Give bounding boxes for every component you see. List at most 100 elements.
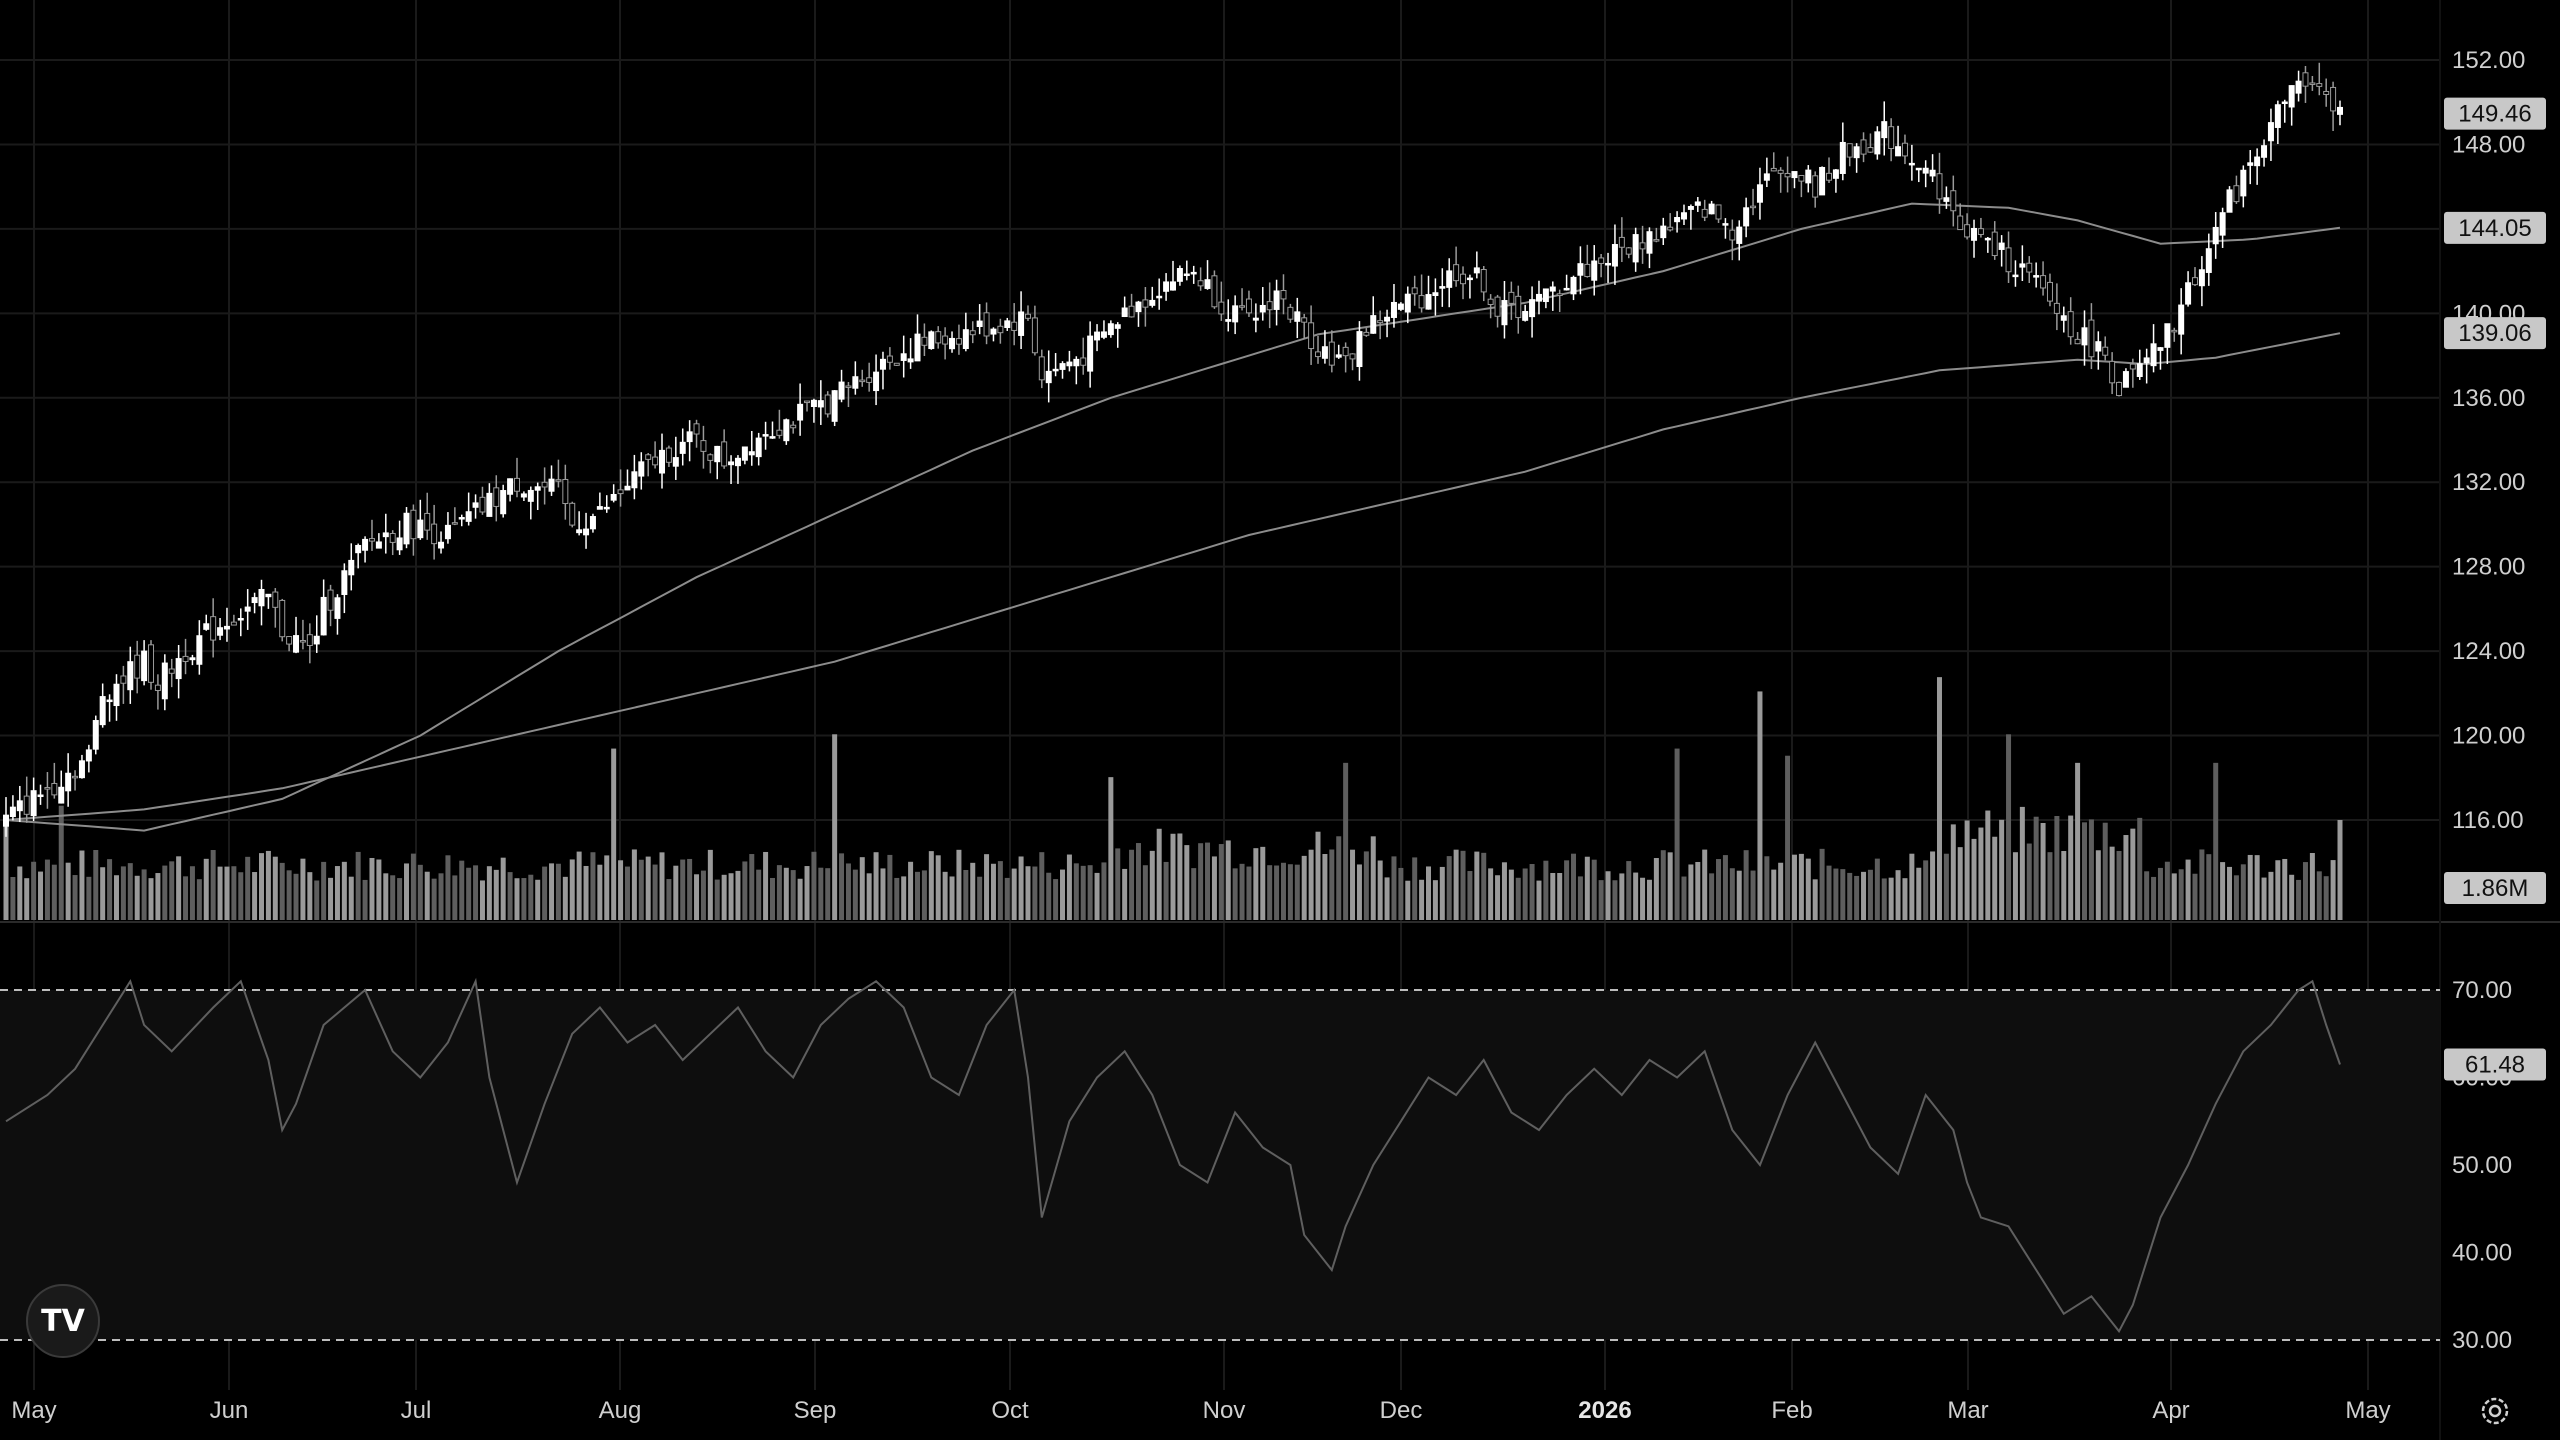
volume-bar [1170,833,1176,920]
candle-body [1397,303,1404,310]
volume-bar [680,859,686,920]
tradingview-logo-icon[interactable]: TV [26,1284,100,1358]
volume-bar [2337,820,2343,920]
volume-bar [1722,855,1728,920]
volume-bar [583,865,589,920]
candle-body [645,454,652,460]
candle-body [2247,162,2254,166]
volume-bar [659,852,665,920]
volume-bar [1198,843,1204,920]
candle-body [1895,146,1902,157]
candle-body [258,588,265,607]
candle-body [1501,300,1508,326]
candle-body [2095,341,2102,352]
rsi-line [5,977,2341,1334]
candle-body [223,625,230,630]
candle-body [1667,226,1674,231]
volume-bar [1702,849,1708,920]
candle-body [1839,141,1846,174]
candle-body [1763,173,1770,181]
volume-bar [700,870,706,920]
volume-bar [825,868,831,920]
volume-bar [597,864,603,920]
volume-bar [1771,869,1777,920]
candle-body [168,668,175,674]
candle-body [161,662,168,700]
candle-body [1750,205,1757,209]
volume-bar [852,869,858,920]
gear-icon[interactable] [2478,1394,2512,1428]
candle-body [534,486,541,491]
volume-bar [1011,868,1017,920]
candle-body [1770,167,1777,172]
candle-body [389,532,396,543]
candle-body [1625,247,1632,255]
volume-bar [93,849,99,920]
volume-bar [245,856,251,920]
volume-bar [666,879,672,920]
candle-body [783,419,790,442]
candle-body [631,471,638,489]
volume-bar [1508,869,1514,920]
volume-bar [1267,865,1273,920]
volume-bar [1674,748,1680,920]
volume-bar [555,863,561,920]
candle-body [589,516,596,530]
candle-body [299,640,306,643]
volume-bar [1550,872,1556,920]
candle-body [1218,301,1225,315]
volume-bar [942,871,948,920]
candle-body [286,636,293,645]
volume-bar [1363,851,1369,920]
candle-body [1176,268,1183,282]
volume-bar [1591,859,1597,920]
volume-bar [141,869,147,920]
volume-bar [203,858,209,920]
tag-label: 139.06 [2458,320,2531,347]
volume-bar [2061,851,2067,920]
volume-bar [631,849,637,920]
candle-body [1390,301,1397,318]
volume-bar [3,820,9,920]
candle-body [382,532,389,538]
volume-bar [535,879,541,920]
candle-body [1791,171,1798,179]
volume-bar [1840,869,1846,920]
volume-bar [1681,876,1687,920]
volume-bar [424,871,430,920]
volume-bar [51,864,57,920]
volume-bar [714,879,720,920]
candle-body [458,517,465,520]
candle-body [2060,315,2067,321]
candle-body [1059,363,1066,370]
candle-body [1273,290,1280,310]
candle-body [2212,226,2219,245]
volume-bar [1964,820,1970,920]
volume-bar [2109,846,2115,920]
time-axis[interactable]: May Jun Jul Aug Sep Oct Nov Dec 2026 Feb Mar Apr May [11,1397,2390,1424]
volume-bar [1501,862,1507,920]
candle-body [1432,292,1439,296]
volume-bar [562,876,568,920]
candle-body [1832,169,1839,179]
volume-bar [687,858,693,920]
candle-body [900,353,907,361]
candle-body [30,790,37,817]
candle-body [804,400,811,404]
volume-bar [1833,868,1839,920]
candle-body [893,362,900,366]
candle-body [78,760,85,779]
moving-average-line-2 [5,332,2341,821]
volume-bar [624,866,630,920]
candle-body [1660,225,1667,239]
volume-bar [258,853,264,920]
volume-bar [120,866,126,920]
volume-bar [935,855,941,920]
candle-body [1929,169,1936,177]
candle-body [1453,264,1460,282]
volume-bar [2206,854,2212,920]
candle-body [1805,169,1812,184]
candle-body [1183,273,1190,277]
